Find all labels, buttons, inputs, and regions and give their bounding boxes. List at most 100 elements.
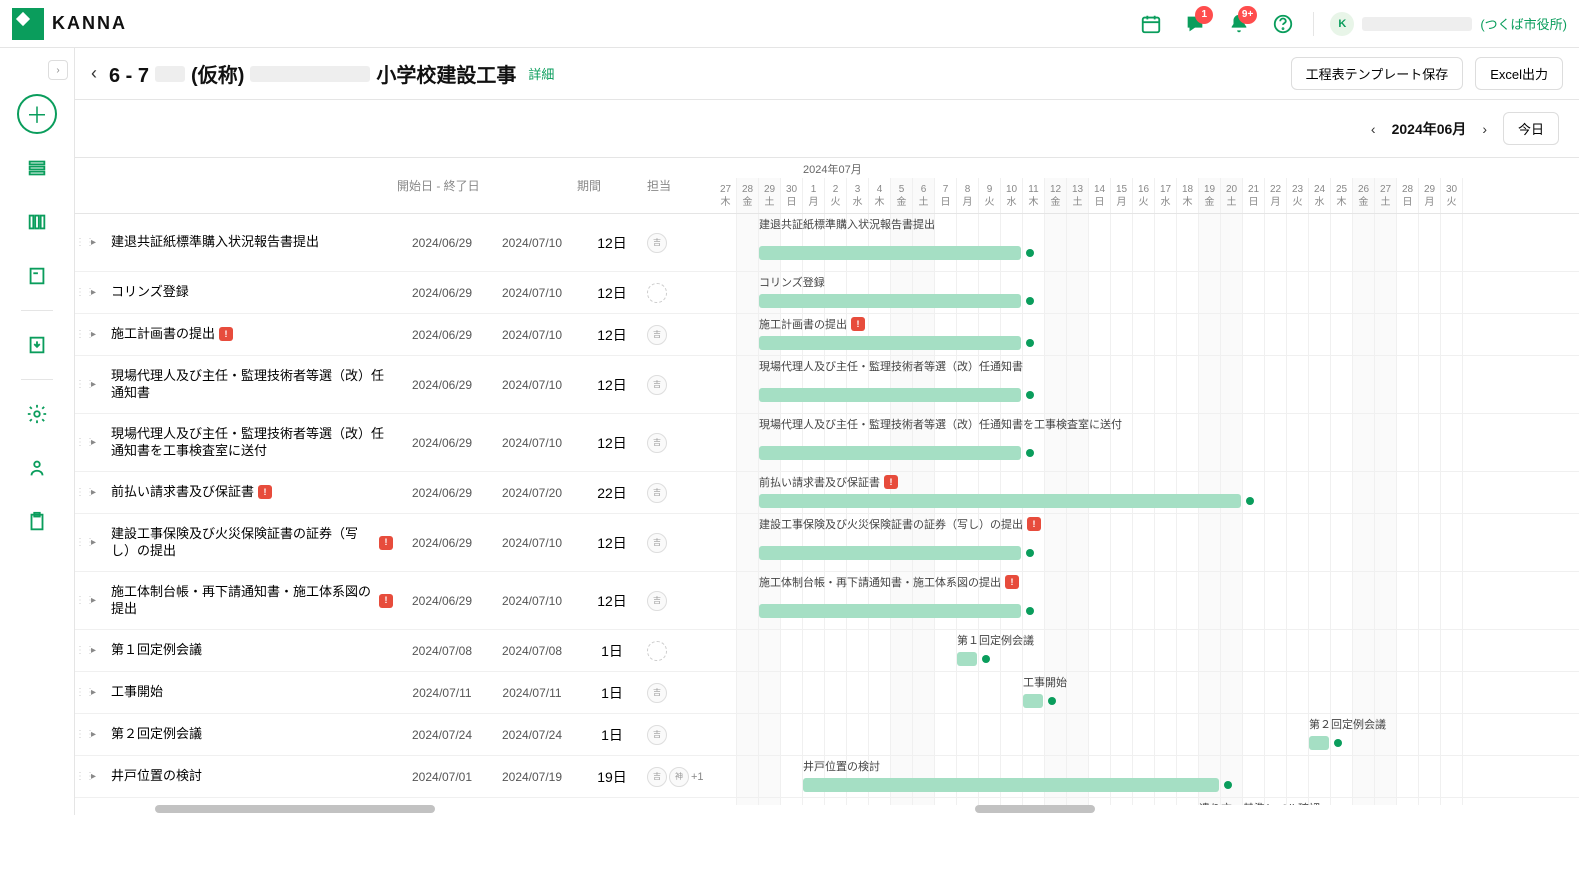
task-bar[interactable] — [759, 294, 1021, 308]
task-row[interactable]: ⋮⋮▸遣り方、基準レベル確認2024/07/192024/07/191日吉 — [75, 798, 715, 805]
drag-handle-icon[interactable]: ⋮⋮ — [75, 287, 91, 298]
expand-toggle-icon[interactable]: ▸ — [91, 329, 107, 340]
drag-handle-icon[interactable]: ⋮⋮ — [75, 237, 91, 248]
expand-toggle-icon[interactable]: ▸ — [91, 437, 107, 448]
expand-toggle-icon[interactable]: ▸ — [91, 287, 107, 298]
task-row[interactable]: ⋮⋮▸コリンズ登録2024/06/292024/07/1012日 — [75, 272, 715, 314]
drag-handle-icon[interactable]: ⋮⋮ — [75, 487, 91, 498]
expand-toggle-icon[interactable]: ▸ — [91, 537, 107, 548]
title-masked-2 — [250, 66, 370, 82]
task-assignees[interactable]: 吉 — [647, 433, 707, 453]
expand-toggle-icon[interactable]: ▸ — [91, 645, 107, 656]
prev-month-button[interactable]: ‹ — [1365, 121, 1382, 137]
drag-handle-icon[interactable]: ⋮⋮ — [75, 645, 91, 656]
excel-export-button[interactable]: Excel出力 — [1475, 57, 1563, 90]
task-row[interactable]: ⋮⋮▸工事開始2024/07/112024/07/111日吉 — [75, 672, 715, 714]
expand-toggle-icon[interactable]: ▸ — [91, 687, 107, 698]
task-row[interactable]: ⋮⋮▸施工体制台帳・再下請通知書・施工体系図の提出!2024/06/292024… — [75, 572, 715, 630]
task-bar[interactable] — [1023, 694, 1043, 708]
task-bar[interactable] — [957, 652, 977, 666]
task-assignees[interactable] — [647, 283, 707, 303]
task-bar[interactable] — [759, 494, 1241, 508]
task-bar[interactable] — [759, 336, 1021, 350]
task-bar[interactable] — [803, 778, 1219, 792]
task-row[interactable]: ⋮⋮▸井戸位置の検討2024/07/012024/07/1919日吉神+1 — [75, 756, 715, 798]
task-row[interactable]: ⋮⋮▸現場代理人及び主任・監理技術者等選（改）任通知書2024/06/29202… — [75, 356, 715, 414]
drag-handle-icon[interactable]: ⋮⋮ — [75, 729, 91, 740]
task-start-date: 2024/07/08 — [397, 644, 487, 658]
expand-toggle-icon[interactable]: ▸ — [91, 771, 107, 782]
calendar-icon[interactable] — [1133, 6, 1169, 42]
task-row[interactable]: ⋮⋮▸建退共証紙標準購入状況報告書提出2024/06/292024/07/101… — [75, 214, 715, 272]
drag-handle-icon[interactable]: ⋮⋮ — [75, 379, 91, 390]
task-assignees[interactable] — [647, 641, 707, 661]
today-button[interactable]: 今日 — [1503, 112, 1559, 145]
h-scroll-thumb-left[interactable] — [155, 805, 435, 813]
bell-icon[interactable]: 9+ — [1221, 6, 1257, 42]
expand-toggle-icon[interactable]: ▸ — [91, 237, 107, 248]
add-button[interactable]: ＋ — [17, 94, 57, 134]
drag-handle-icon[interactable]: ⋮⋮ — [75, 537, 91, 548]
drag-handle-icon[interactable]: ⋮⋮ — [75, 771, 91, 782]
profile-icon[interactable] — [17, 448, 57, 488]
rail-collapse-button[interactable]: › — [48, 60, 68, 80]
task-row[interactable]: ⋮⋮▸施工計画書の提出!2024/06/292024/07/1012日吉 — [75, 314, 715, 356]
task-assignees[interactable]: 吉 — [647, 325, 707, 345]
task-bar-label: 第１回定例会議 — [957, 632, 1034, 648]
task-row[interactable]: ⋮⋮▸建設工事保険及び火災保険証書の証券（写し）の提出!2024/06/2920… — [75, 514, 715, 572]
expand-toggle-icon[interactable]: ▸ — [91, 487, 107, 498]
report-icon[interactable] — [17, 256, 57, 296]
calendar-day-header: 23火 — [1287, 178, 1309, 213]
next-month-button[interactable]: › — [1476, 121, 1493, 137]
help-icon[interactable] — [1265, 6, 1301, 42]
expand-toggle-icon[interactable]: ▸ — [91, 595, 107, 606]
settings-icon[interactable] — [17, 394, 57, 434]
board-view-icon[interactable] — [17, 202, 57, 242]
task-bar[interactable] — [759, 388, 1021, 402]
task-assignees[interactable]: 吉 — [647, 533, 707, 553]
task-bar[interactable] — [1309, 736, 1329, 750]
task-end-date: 2024/07/19 — [487, 770, 577, 784]
h-scroll-thumb-right[interactable] — [975, 805, 1095, 813]
timeline-row: 現場代理人及び主任・監理技術者等選（改）任通知書を工事検査室に送付 — [715, 414, 1579, 472]
chat-icon[interactable]: 1 — [1177, 6, 1213, 42]
calendar-day-header: 24水 — [1309, 178, 1331, 213]
task-end-dot-icon — [1026, 449, 1034, 457]
gantt-timeline: 2024年07月 27木28金29土30日1月2火3水4木5金6土7日8月9火1… — [715, 158, 1579, 815]
task-assignees[interactable]: 吉 — [647, 233, 707, 253]
drag-handle-icon[interactable]: ⋮⋮ — [75, 329, 91, 340]
user-area[interactable]: K (つくば市役所) — [1313, 12, 1567, 36]
task-assignees[interactable]: 吉 — [647, 725, 707, 745]
task-assignees[interactable]: 吉 — [647, 591, 707, 611]
download-icon[interactable] — [17, 325, 57, 365]
task-assignees[interactable]: 吉 — [647, 683, 707, 703]
task-name-cell: コリンズ登録 — [107, 278, 397, 307]
save-template-button[interactable]: 工程表テンプレート保存 — [1291, 57, 1464, 90]
task-assignees[interactable]: 吉 — [647, 483, 707, 503]
clipboard-icon[interactable] — [17, 502, 57, 542]
task-row[interactable]: ⋮⋮▸前払い請求書及び保証書!2024/06/292024/07/2022日吉 — [75, 472, 715, 514]
drag-handle-icon[interactable]: ⋮⋮ — [75, 437, 91, 448]
task-bar[interactable] — [759, 546, 1021, 560]
task-assignees[interactable]: 吉神+1 — [647, 767, 707, 787]
task-assignees[interactable]: 吉 — [647, 375, 707, 395]
back-button[interactable]: ‹ — [91, 63, 97, 84]
expand-toggle-icon[interactable]: ▸ — [91, 729, 107, 740]
task-row[interactable]: ⋮⋮▸第２回定例会議2024/07/242024/07/241日吉 — [75, 714, 715, 756]
drag-handle-icon[interactable]: ⋮⋮ — [75, 595, 91, 606]
list-view-icon[interactable] — [17, 148, 57, 188]
task-row[interactable]: ⋮⋮▸第１回定例会議2024/07/082024/07/081日 — [75, 630, 715, 672]
task-bar[interactable] — [759, 604, 1021, 618]
calendar-day-header: 25木 — [1331, 178, 1353, 213]
expand-toggle-icon[interactable]: ▸ — [91, 379, 107, 390]
logo[interactable]: KANNA — [12, 8, 127, 40]
timeline-body: 建退共証紙標準購入状況報告書提出コリンズ登録施工計画書の提出 !現場代理人及び主… — [715, 214, 1579, 805]
task-bar[interactable] — [759, 446, 1021, 460]
task-bar-label: 建設工事保険及び火災保険証書の証券（写し）の提出 ! — [759, 516, 1041, 532]
drag-handle-icon[interactable]: ⋮⋮ — [75, 687, 91, 698]
task-row[interactable]: ⋮⋮▸現場代理人及び主任・監理技術者等選（改）任通知書を工事検査室に送付2024… — [75, 414, 715, 472]
assignee-chip: 吉 — [647, 325, 667, 345]
detail-link[interactable]: 詳細 — [528, 64, 554, 83]
task-name-cell: 施工体制台帳・再下請通知書・施工体系図の提出! — [107, 578, 397, 624]
task-bar[interactable] — [759, 246, 1021, 260]
